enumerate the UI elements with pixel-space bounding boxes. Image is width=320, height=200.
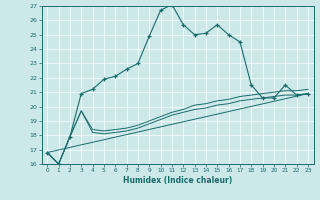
X-axis label: Humidex (Indice chaleur): Humidex (Indice chaleur)	[123, 176, 232, 185]
